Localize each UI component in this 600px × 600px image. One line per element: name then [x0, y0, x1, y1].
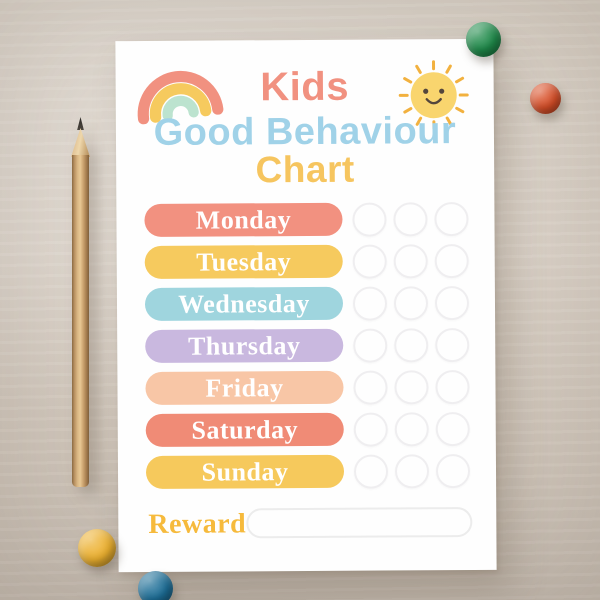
sun-icon	[398, 60, 469, 131]
sticker-slot	[435, 369, 470, 404]
sticker-slot	[352, 202, 387, 237]
day-label: Thursday	[187, 331, 301, 361]
sticker-slots	[353, 327, 470, 363]
pencil-body	[72, 155, 89, 487]
day-pill: Tuesday	[144, 244, 343, 279]
day-label: Saturday	[191, 415, 299, 445]
reward-input-line	[246, 506, 473, 539]
sticker-slot	[394, 327, 429, 362]
sticker-slots	[353, 369, 470, 405]
day-pill: Sunday	[145, 454, 345, 489]
sticker-slot	[353, 454, 389, 489]
day-rows: Monday Tuesday Wednesday Thursday Friday…	[116, 201, 496, 489]
pencil	[71, 117, 90, 487]
day-label: Wednesday	[178, 288, 310, 319]
day-row: Friday	[117, 369, 495, 405]
day-label: Friday	[205, 373, 284, 403]
reward-label: Reward	[148, 508, 247, 540]
magnet-orange	[530, 83, 561, 114]
sticker-slots	[352, 243, 469, 279]
day-row: Wednesday	[117, 285, 495, 321]
sticker-slot	[434, 243, 469, 278]
rainbow-icon	[137, 70, 224, 125]
sticker-slot	[393, 285, 429, 320]
sticker-slot	[434, 201, 469, 236]
day-pill: Friday	[145, 370, 344, 405]
sticker-slot	[393, 243, 428, 278]
sticker-slot	[435, 453, 471, 488]
sticker-slot	[353, 328, 388, 363]
day-label: Tuesday	[196, 247, 292, 277]
sticker-slot	[394, 453, 430, 488]
sticker-slots	[353, 411, 470, 447]
sticker-slot	[394, 369, 429, 404]
sticker-slot	[434, 285, 470, 320]
day-row: Saturday	[118, 411, 496, 447]
sticker-slot	[435, 327, 470, 362]
day-row: Thursday	[117, 327, 495, 363]
day-row: Monday	[116, 201, 494, 237]
sticker-slots	[353, 453, 471, 489]
sticker-slots	[352, 285, 470, 321]
day-pill: Wednesday	[144, 286, 344, 321]
sticker-slot	[435, 411, 470, 446]
behaviour-chart-poster: Kids Good Behaviour Chart Monday Tuesday…	[115, 38, 497, 573]
magnet-teal	[138, 571, 173, 600]
sticker-slot	[352, 286, 388, 321]
magnet-yellow	[78, 529, 116, 567]
day-label: Sunday	[201, 457, 289, 487]
sticker-slot	[352, 244, 387, 279]
day-pill: Thursday	[145, 328, 344, 363]
magnet-green	[466, 22, 501, 57]
day-row: Tuesday	[117, 243, 495, 279]
poster-title-kids: Kids	[260, 64, 350, 110]
pencil-sharpened-cone	[71, 128, 90, 157]
poster-title-chart: Chart	[255, 148, 355, 191]
sticker-slot	[394, 411, 429, 446]
sticker-slots	[352, 201, 469, 237]
sticker-slot	[353, 370, 388, 405]
day-row: Sunday	[118, 453, 496, 489]
sticker-slot	[353, 412, 388, 447]
day-label: Monday	[195, 205, 292, 235]
pencil-graphite-tip	[77, 117, 84, 130]
poster-title-good-behaviour: Good Behaviour	[153, 110, 457, 154]
day-pill: Monday	[144, 202, 343, 237]
sticker-slot	[393, 201, 428, 236]
day-pill: Saturday	[145, 412, 344, 447]
